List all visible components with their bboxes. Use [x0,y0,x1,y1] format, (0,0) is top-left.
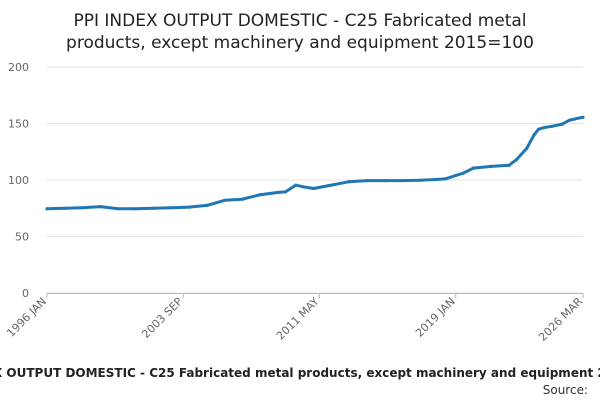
data-point [205,203,209,207]
data-point [294,183,298,187]
chart-title: PPI INDEX OUTPUT DOMESTIC - C25 Fabricat… [66,11,534,53]
data-point [471,166,475,170]
data-point [311,186,316,191]
data-point [461,171,465,175]
data-point [532,133,536,137]
data-point [329,183,333,187]
data-point [550,124,554,128]
data-point [63,206,67,210]
data-point [418,178,422,182]
chart-title-line-1: PPI INDEX OUTPUT DOMESTIC - C25 Fabricat… [73,11,526,31]
gridlines [47,66,583,294]
series-line [45,115,585,211]
data-point [507,163,511,167]
data-point [98,205,102,209]
data-point [542,125,547,130]
source-label: Source: [543,383,588,397]
x-tick-label: 2011 MAY [274,295,322,343]
data-point [169,206,173,210]
data-point [223,198,227,202]
data-point [581,115,585,119]
data-point [578,116,582,120]
x-tick-label: 2019 JAN [413,295,458,340]
x-tick-label: 1996 JAN [4,295,49,340]
data-point [365,179,369,183]
x-axis: 1996 JAN 2003 SEP 2011 MAY 2019 JAN 2026 MAR [4,293,585,344]
data-point [443,177,447,181]
data-point [525,146,529,150]
series-lines [45,115,585,211]
data-point [276,190,280,194]
data-point [560,122,564,126]
legend-label: PPI INDEX OUTPUT DOMESTIC - C25 Fabricat… [0,366,600,380]
y-axis: 0 50 100 150 200 [8,61,29,300]
y-tick-label: 100 [8,174,29,187]
data-point [568,118,572,122]
data-point [347,180,351,184]
y-tick-label: 0 [22,287,29,300]
data-point [436,177,440,181]
data-point [537,127,541,131]
data-point [152,206,156,210]
data-point [116,207,120,211]
data-point [383,179,387,183]
data-point [454,173,458,178]
data-point [80,206,85,210]
y-tick-label: 150 [8,118,29,131]
data-point [240,197,244,201]
y-tick-label: 50 [15,231,29,244]
data-point [187,205,191,209]
data-point [514,158,519,162]
y-tick-label: 200 [8,61,29,74]
data-point [489,164,493,168]
x-tick-label: 2003 SEP [139,295,185,341]
data-point [134,207,138,211]
data-point [283,190,287,194]
data-point [400,179,404,183]
data-point [301,185,305,189]
x-tick-label: 2026 MAR [536,295,585,344]
data-point [45,207,49,211]
data-point [258,193,262,197]
chart-title-line-2: products, except machinery and equipment… [66,33,534,53]
